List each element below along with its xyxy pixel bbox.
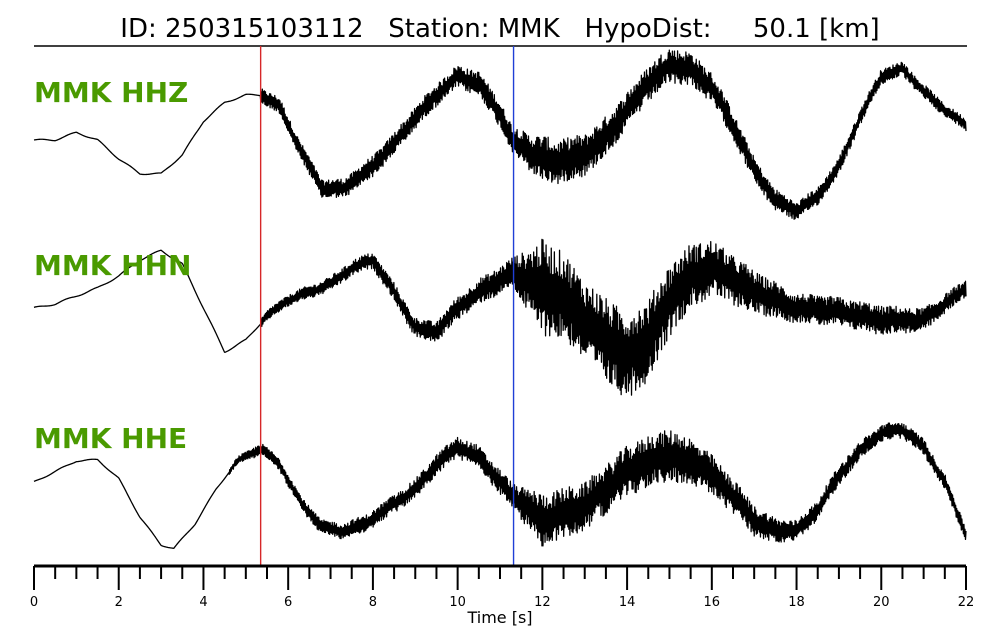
x-tick-label: 2 <box>115 595 123 610</box>
x-tick-label: 16 <box>704 595 721 610</box>
x-tick-label: 18 <box>788 595 805 610</box>
traces-group <box>33 49 967 549</box>
x-tick-label: 8 <box>369 595 377 610</box>
x-tick-label: 0 <box>30 595 38 610</box>
trace-mmk-hhz <box>33 49 967 220</box>
x-axis-label: Time [s] <box>466 608 532 627</box>
x-tick-label: 4 <box>199 595 207 610</box>
x-tick-label: 20 <box>873 595 890 610</box>
chart-title: ID: 250315103112 Station: MMK HypoDist: … <box>120 14 879 44</box>
trace-mmk-hhe <box>33 422 967 549</box>
x-tick-label: 22 <box>958 595 975 610</box>
trace-mmk-hhn <box>33 238 967 396</box>
channel-label-mmk-hhe: MMK HHE <box>34 422 187 455</box>
x-tick-label: 10 <box>449 595 466 610</box>
x-axis-ticks: 0 2 4 6 8 10 12 14 16 18 20 22 <box>30 566 974 610</box>
picks-group <box>259 46 515 566</box>
x-tick-label: 12 <box>534 595 551 610</box>
x-axis: 0 2 4 6 8 10 12 14 16 18 20 22 Time [s] <box>30 564 974 627</box>
channel-label-mmk-hhz: MMK HHZ <box>34 76 188 109</box>
x-tick-label: 14 <box>619 595 636 610</box>
channel-label-mmk-hhn: MMK HHN <box>34 249 191 282</box>
channel-labels-group: MMK HHZ MMK HHN MMK HHE <box>34 76 191 455</box>
x-tick-label: 6 <box>284 595 292 610</box>
